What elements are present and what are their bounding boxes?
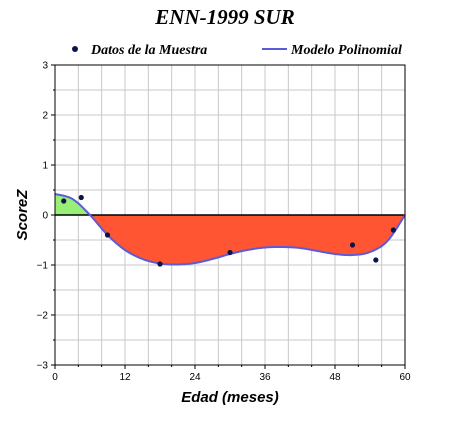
sample-point	[157, 261, 163, 267]
sample-point	[61, 198, 67, 204]
x-tick-label: 12	[119, 372, 131, 383]
legend-label-line: Modelo Polinomial	[290, 43, 402, 58]
sample-point	[373, 257, 379, 263]
x-tick-label: 36	[259, 372, 271, 383]
y-axis-title: ScoreZ	[14, 189, 31, 241]
legend-label-scatter: Datos de la Muestra	[90, 43, 207, 58]
y-tick-label: 1	[42, 161, 48, 172]
area-fills	[55, 194, 405, 265]
sample-point	[104, 232, 111, 238]
y-tick-label: 3	[42, 61, 48, 72]
negative-area-fill	[55, 215, 405, 265]
sample-point	[227, 249, 233, 256]
y-tick-label: 0	[42, 211, 48, 222]
x-tick-label: 0	[52, 372, 58, 383]
y-tick-label: −3	[37, 361, 49, 372]
legend-marker-scatter	[72, 46, 78, 52]
legend: Datos de la Muestra Modelo Polinomial	[72, 43, 402, 58]
sample-point	[390, 227, 396, 233]
y-tick-label: 2	[42, 111, 48, 122]
y-tick-label: −2	[37, 311, 49, 322]
sample-point	[349, 242, 356, 248]
chart-title: ENN-1999 SUR	[154, 5, 294, 29]
x-tick-label: 24	[189, 372, 201, 383]
data-points	[61, 194, 396, 267]
x-tick-label: 60	[399, 372, 411, 383]
y-tick-label: −1	[37, 261, 49, 272]
sample-point	[78, 194, 84, 201]
x-tick-label: 48	[329, 372, 341, 383]
x-axis-title: Edad (meses)	[181, 389, 279, 406]
